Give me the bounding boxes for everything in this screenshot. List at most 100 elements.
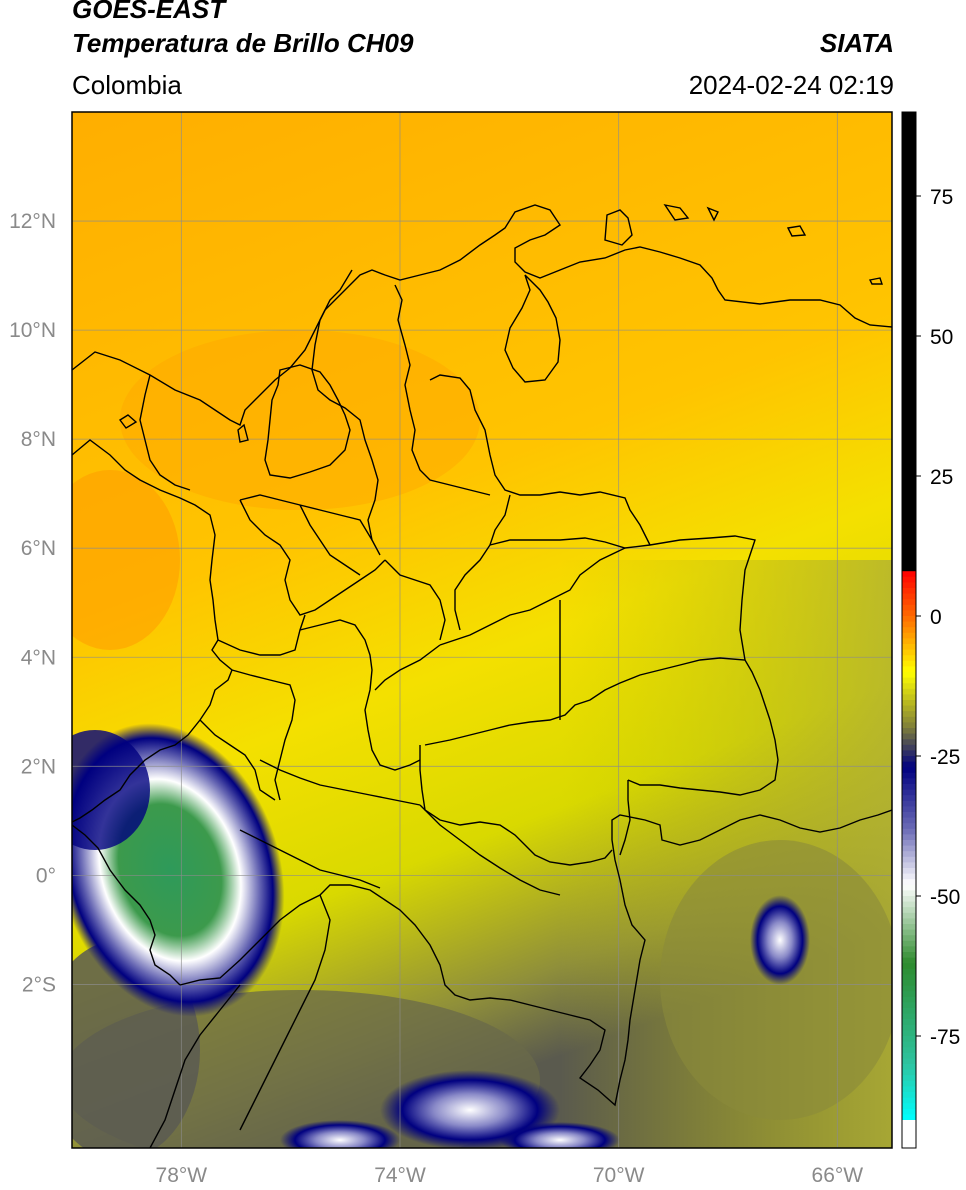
- colorbar-band: [902, 722, 916, 729]
- colorbar-band: [902, 1080, 916, 1087]
- colorbar-band: [902, 957, 916, 964]
- colorbar-band: [902, 464, 916, 471]
- colorbar-band: [902, 352, 916, 359]
- colorbar-band: [902, 912, 916, 919]
- colorbar-band: [902, 324, 916, 331]
- colorbar-band: [902, 800, 916, 807]
- colorbar-band: [902, 207, 916, 214]
- colorbar-band: [902, 1092, 916, 1099]
- colorbar-tick-label: -75: [930, 1026, 960, 1049]
- colorbar-band: [902, 509, 916, 516]
- colorbar-band: [902, 1114, 916, 1121]
- colorbar-band: [902, 985, 916, 992]
- colorbar-band: [902, 201, 916, 208]
- colorbar-band: [902, 649, 916, 656]
- colorbar-band: [902, 868, 916, 875]
- colorbar-band: [902, 459, 916, 466]
- colorbar-band: [902, 431, 916, 438]
- colorbar-band: [902, 1041, 916, 1048]
- colorbar-band: [902, 128, 916, 135]
- colorbar-band: [902, 168, 916, 175]
- colorbar-band: [902, 1086, 916, 1093]
- lat-tick-label: 0°: [36, 864, 56, 887]
- colorbar-band: [902, 1108, 916, 1115]
- colorbar-band: [902, 492, 916, 499]
- colorbar-band: [902, 980, 916, 987]
- colorbar-band: [902, 246, 916, 253]
- colorbar-tick-label: -50: [930, 886, 960, 909]
- colorbar-band: [902, 733, 916, 740]
- colorbar-band: [902, 476, 916, 483]
- colorbar-band: [902, 134, 916, 141]
- lat-tick-label: 4°N: [21, 646, 56, 669]
- colorbar-band: [902, 884, 916, 891]
- colorbar-band: [902, 218, 916, 225]
- colorbar-band: [902, 1120, 916, 1127]
- colorbar-band: [902, 414, 916, 421]
- colorbar-band: [902, 408, 916, 415]
- colorbar-band: [902, 252, 916, 259]
- colorbar-band: [902, 750, 916, 757]
- colorbar-band: [902, 117, 916, 124]
- colorbar-band: [902, 470, 916, 477]
- colorbar-band: [902, 330, 916, 337]
- colorbar-band: [902, 660, 916, 667]
- colorbar-band: [902, 229, 916, 236]
- colorbar-band: [902, 173, 916, 180]
- colorbar-band: [902, 403, 916, 410]
- colorbar-band: [902, 666, 916, 673]
- colorbar-band: [902, 140, 916, 147]
- colorbar-band: [902, 963, 916, 970]
- colorbar-band: [902, 638, 916, 645]
- colorbar-band: [902, 705, 916, 712]
- colorbar-band: [902, 296, 916, 303]
- colorbar-band: [902, 336, 916, 343]
- satellite-title: GOES-EAST: [72, 0, 226, 24]
- colorbar-band: [902, 940, 916, 947]
- colorbar-band: [902, 375, 916, 382]
- colorbar-band: [902, 778, 916, 785]
- colorbar-band: [902, 834, 916, 841]
- brightness-temperature-field: [72, 112, 892, 1148]
- lat-tick-label: 2°N: [21, 755, 56, 778]
- colorbar-band: [902, 644, 916, 651]
- colorbar: 75 50 25 0 -25 -50 -75: [901, 111, 960, 1149]
- colorbar-band: [902, 1064, 916, 1071]
- colorbar-band: [902, 683, 916, 690]
- lat-tick-label: 2°S: [22, 973, 56, 996]
- colorbar-band: [902, 162, 916, 169]
- colorbar-band: [902, 576, 916, 583]
- colorbar-band: [902, 1075, 916, 1082]
- colorbar-band: [902, 856, 916, 863]
- lon-tick-label: 66°W: [812, 1164, 864, 1187]
- colorbar-band: [902, 364, 916, 371]
- colorbar-band: [902, 817, 916, 824]
- colorbar-band: [902, 369, 916, 376]
- colorbar-tick-label: 0: [930, 606, 942, 629]
- colorbar-band: [902, 285, 916, 292]
- colorbar-band: [902, 862, 916, 869]
- colorbar-band: [902, 968, 916, 975]
- colorbar-band: [902, 890, 916, 897]
- colorbar-band: [902, 627, 916, 634]
- region-label: Colombia: [72, 70, 182, 100]
- lon-tick-label: 78°W: [156, 1164, 208, 1187]
- colorbar-band: [902, 425, 916, 432]
- colorbar-frame: [901, 111, 917, 1149]
- colorbar-band: [902, 380, 916, 387]
- colorbar-band: [902, 677, 916, 684]
- colorbar-band: [902, 548, 916, 555]
- colorbar-band: [902, 341, 916, 348]
- colorbar-band: [902, 235, 916, 242]
- colorbar-band: [902, 711, 916, 718]
- colorbar-band: [902, 688, 916, 695]
- colorbar-band: [902, 610, 916, 617]
- colorbar-band: [902, 929, 916, 936]
- colorbar-band: [902, 436, 916, 443]
- colorbar-band: [902, 319, 916, 326]
- colorbar-band: [902, 291, 916, 298]
- colorbar-band: [902, 302, 916, 309]
- colorbar-band: [902, 896, 916, 903]
- colorbar-band: [902, 632, 916, 639]
